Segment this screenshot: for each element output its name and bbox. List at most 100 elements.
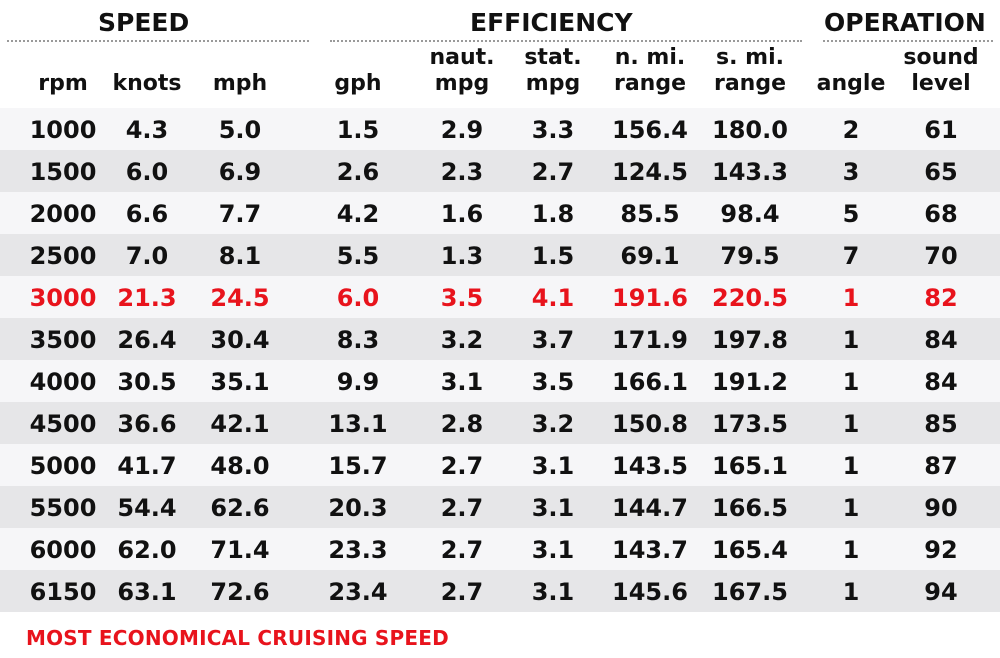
cell-sound-level: 84 [924, 368, 958, 396]
table-row: 4000 30.5 35.1 9.9 3.1 3.5 166.1 191.2 1 84 [0, 360, 1000, 402]
cell-naut-mpg: 1.6 [440, 200, 484, 228]
cell-gph: 15.7 [328, 452, 388, 480]
cell-naut-mpg: 2.7 [440, 578, 484, 606]
column-header-naut-mpg: naut. mpg [417, 45, 507, 97]
column-header-line1 [195, 45, 285, 71]
cell-sound-level: 85 [924, 410, 958, 438]
cell-n-mi-range: 171.9 [612, 326, 688, 354]
column-header-line1 [102, 45, 192, 71]
cell-rpm: 3000 [29, 284, 97, 312]
table-row: 3500 26.4 30.4 8.3 3.2 3.7 171.9 197.8 1 84 [0, 318, 1000, 360]
column-header-line2: mpg [525, 71, 581, 96]
column-header-line1: n. mi. [614, 45, 686, 70]
group-rule-speed [7, 40, 309, 42]
cell-s-mi-range: 166.5 [712, 494, 788, 522]
cell-s-mi-range: 165.4 [712, 536, 788, 564]
cell-rpm: 4000 [29, 368, 97, 396]
cell-gph: 13.1 [328, 410, 388, 438]
cell-s-mi-range: 173.5 [712, 410, 788, 438]
cell-stat-mpg: 3.1 [531, 452, 575, 480]
column-header-knots: knots [102, 45, 192, 97]
cell-gph: 2.6 [336, 158, 380, 186]
cell-rpm: 1000 [29, 116, 97, 144]
table-row: 6150 63.1 72.6 23.4 2.7 3.1 145.6 167.5 1 94 [0, 570, 1000, 612]
cell-rpm: 2500 [29, 242, 97, 270]
cell-mph: 35.1 [210, 368, 270, 396]
table-row: 2000 6.6 7.7 4.2 1.6 1.8 85.5 98.4 5 68 [0, 192, 1000, 234]
cell-n-mi-range: 124.5 [612, 158, 688, 186]
cell-sound-level: 68 [924, 200, 958, 228]
cell-stat-mpg: 4.1 [531, 284, 575, 312]
column-header-line2: range [713, 71, 787, 96]
cell-n-mi-range: 166.1 [612, 368, 688, 396]
cell-sound-level: 82 [924, 284, 958, 312]
cell-n-mi-range: 69.1 [620, 242, 680, 270]
cell-stat-mpg: 3.2 [531, 410, 575, 438]
cell-angle: 1 [842, 494, 860, 522]
cell-stat-mpg: 3.1 [531, 536, 575, 564]
table-row: 1000 4.3 5.0 1.5 2.9 3.3 156.4 180.0 2 61 [0, 108, 1000, 150]
column-header-line1: stat. [524, 45, 582, 70]
column-header-n-mi-range: n. mi. range [600, 45, 700, 97]
column-header-line1 [23, 45, 103, 71]
cell-rpm: 6150 [29, 578, 97, 606]
cell-stat-mpg: 3.3 [531, 116, 575, 144]
column-header-line1: sound [903, 45, 979, 70]
cell-s-mi-range: 180.0 [712, 116, 788, 144]
cell-mph: 24.5 [210, 284, 270, 312]
cell-stat-mpg: 1.5 [531, 242, 575, 270]
cell-sound-level: 70 [924, 242, 958, 270]
cell-sound-level: 65 [924, 158, 958, 186]
cell-knots: 21.3 [117, 284, 177, 312]
column-header-sound-level: sound level [896, 45, 986, 97]
cell-angle: 1 [842, 578, 860, 606]
cell-naut-mpg: 2.7 [440, 494, 484, 522]
cell-mph: 8.1 [218, 242, 262, 270]
cell-mph: 71.4 [210, 536, 270, 564]
cell-knots: 54.4 [117, 494, 177, 522]
footnote-legend: MOST ECONOMICAL CRUISING SPEED [26, 626, 449, 650]
cell-rpm: 3500 [29, 326, 97, 354]
cell-sound-level: 61 [924, 116, 958, 144]
cell-gph: 1.5 [336, 116, 380, 144]
cell-rpm: 1500 [29, 158, 97, 186]
cell-angle: 1 [842, 452, 860, 480]
cell-stat-mpg: 3.5 [531, 368, 575, 396]
table-row: 4500 36.6 42.1 13.1 2.8 3.2 150.8 173.5 1 85 [0, 402, 1000, 444]
column-header-line2: knots [112, 71, 182, 96]
cell-s-mi-range: 79.5 [720, 242, 780, 270]
group-rule-efficiency [330, 40, 802, 42]
column-header-line2: mpg [434, 71, 490, 96]
cell-knots: 4.3 [125, 116, 169, 144]
column-header-line2: mph [212, 71, 268, 96]
column-header-line2: level [911, 71, 971, 96]
cell-s-mi-range: 220.5 [712, 284, 788, 312]
column-header-line2: angle [816, 71, 886, 96]
cell-gph: 5.5 [336, 242, 380, 270]
cell-angle: 2 [842, 116, 860, 144]
column-header-line2: range [613, 71, 687, 96]
cell-knots: 7.0 [125, 242, 169, 270]
column-header-stat-mpg: stat. mpg [508, 45, 598, 97]
group-title-operation: OPERATION [824, 8, 986, 37]
cell-n-mi-range: 85.5 [620, 200, 680, 228]
cell-mph: 42.1 [210, 410, 270, 438]
group-title-speed: SPEED [98, 8, 190, 37]
column-header-rpm: rpm [23, 45, 103, 97]
cell-rpm: 5500 [29, 494, 97, 522]
cell-naut-mpg: 3.5 [440, 284, 484, 312]
cell-n-mi-range: 191.6 [612, 284, 688, 312]
cell-mph: 72.6 [210, 578, 270, 606]
cell-knots: 36.6 [117, 410, 177, 438]
cell-n-mi-range: 156.4 [612, 116, 688, 144]
cell-mph: 48.0 [210, 452, 270, 480]
cell-gph: 20.3 [328, 494, 388, 522]
cell-s-mi-range: 98.4 [720, 200, 780, 228]
cell-gph: 8.3 [336, 326, 380, 354]
cell-rpm: 5000 [29, 452, 97, 480]
cell-mph: 7.7 [218, 200, 262, 228]
cell-knots: 6.0 [125, 158, 169, 186]
cell-mph: 5.0 [218, 116, 262, 144]
cell-n-mi-range: 143.5 [612, 452, 688, 480]
cell-knots: 41.7 [117, 452, 177, 480]
